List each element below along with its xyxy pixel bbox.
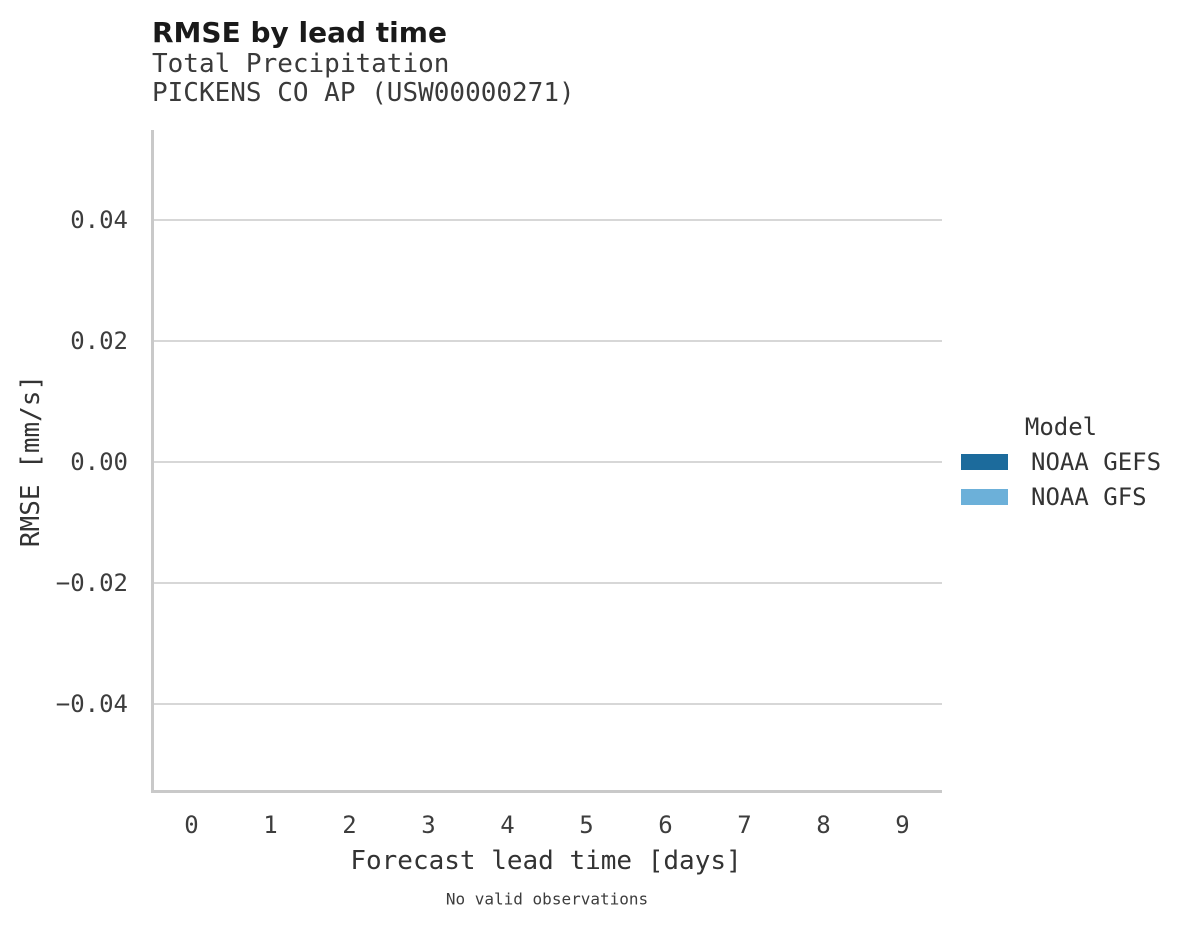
x-tick-label: 3 bbox=[421, 811, 436, 839]
x-axis-title: Forecast lead time [days] bbox=[350, 846, 742, 876]
chart-subtitle-station: PICKENS CO AP (USW00000271) bbox=[152, 78, 575, 108]
x-tick-label: 6 bbox=[658, 811, 673, 839]
x-tick-label: 5 bbox=[579, 811, 594, 839]
y-tick-label: 0.04 bbox=[70, 205, 128, 234]
y-tick-label: 0.02 bbox=[70, 326, 128, 355]
gridline-y-0.04 bbox=[154, 218, 942, 221]
legend-swatch-icon bbox=[961, 489, 1008, 505]
legend-entry: NOAA GFS bbox=[961, 482, 1147, 512]
legend-swatch-icon bbox=[961, 454, 1008, 470]
y-tick-label: 0.00 bbox=[70, 447, 128, 476]
gridline-y-−0.04 bbox=[154, 702, 942, 705]
x-tick-label: 0 bbox=[184, 811, 199, 839]
chart-title: RMSE by lead time bbox=[152, 16, 447, 49]
gridline-y-0.02 bbox=[154, 339, 942, 342]
x-tick-label: 9 bbox=[895, 811, 910, 839]
legend-label: NOAA GEFS bbox=[1031, 448, 1162, 476]
x-tick-label: 4 bbox=[500, 811, 515, 839]
x-tick-label: 2 bbox=[342, 811, 357, 839]
x-tick-label: 1 bbox=[263, 811, 278, 839]
legend-label: NOAA GFS bbox=[1031, 483, 1147, 511]
chart-subtitle-variable: Total Precipitation bbox=[152, 49, 450, 79]
y-tick-label: −0.02 bbox=[55, 568, 128, 597]
legend-title: Model bbox=[1024, 413, 1098, 441]
gridline-y-−0.02 bbox=[154, 581, 942, 584]
gridline-y-0.00 bbox=[154, 460, 942, 463]
y-tick-label: −0.04 bbox=[55, 689, 128, 718]
x-tick-label: 7 bbox=[737, 811, 752, 839]
legend-entry: NOAA GEFS bbox=[961, 447, 1161, 477]
x-tick-label: 8 bbox=[816, 811, 831, 839]
x-axis-spine bbox=[151, 790, 942, 793]
no-data-footnote: No valid observations bbox=[445, 889, 649, 909]
y-axis-title: RMSE [mm/s] bbox=[16, 374, 46, 548]
y-axis-spine bbox=[151, 130, 154, 793]
